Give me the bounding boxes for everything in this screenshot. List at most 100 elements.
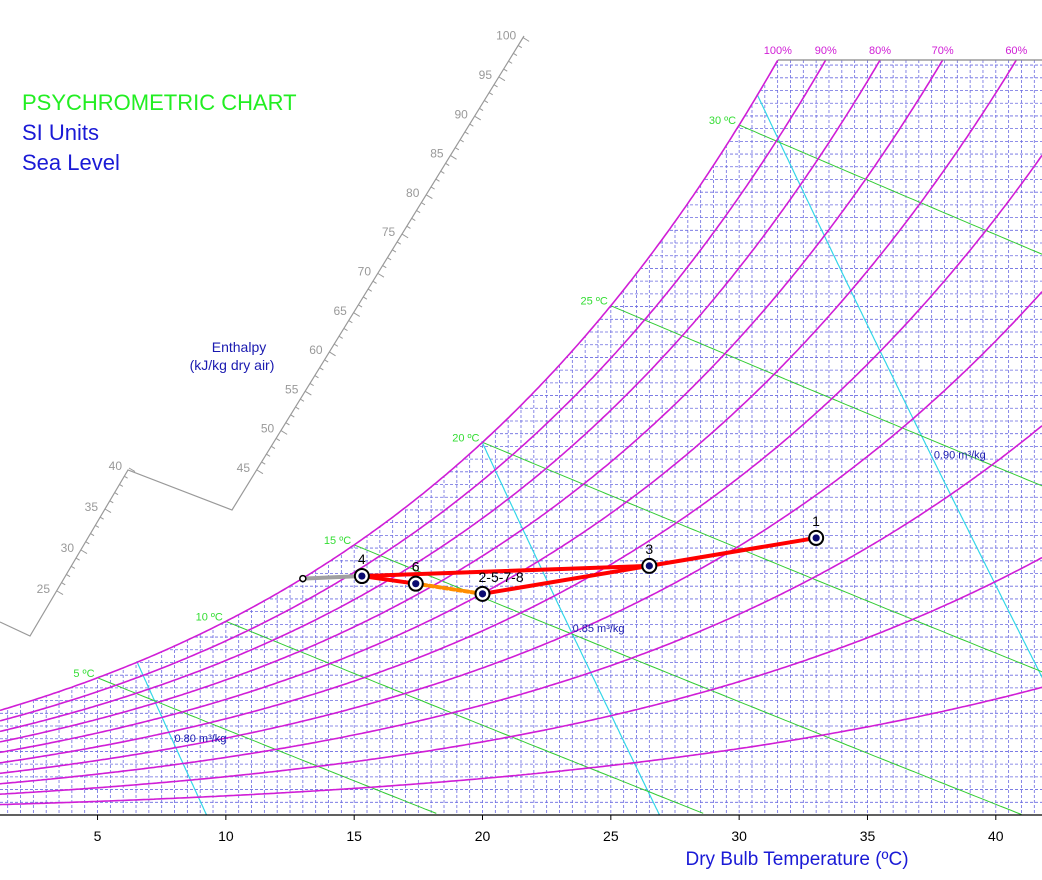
- wet-bulb-label: 15 ºC: [324, 535, 351, 547]
- enthalpy-minor-tick: [382, 265, 387, 269]
- rh-label: 60%: [1005, 45, 1027, 57]
- enthalpy-tick-label: 25: [37, 582, 51, 596]
- wet-bulb-line: [739, 124, 1042, 255]
- enthalpy-minor-tick: [406, 225, 411, 229]
- enthalpy-minor-tick: [348, 320, 353, 324]
- state-point-label: 1: [812, 513, 820, 529]
- state-point-center: [478, 590, 487, 598]
- enthalpy-minor-tick: [392, 249, 397, 253]
- enthalpy-tick: [353, 312, 361, 317]
- enthalpy-minor-tick: [464, 131, 469, 135]
- enthalpy-minor-tick: [411, 218, 416, 222]
- rh-curve: [0, 60, 881, 733]
- x-tick-label: 35: [860, 828, 876, 844]
- enthalpy-tick: [104, 508, 112, 513]
- rh-curve: [0, 154, 1042, 764]
- enthalpy-minor-tick: [95, 524, 100, 528]
- property-lines: [0, 60, 1042, 815]
- state-point: [299, 574, 307, 583]
- chart-title: PSYCHROMETRIC CHART: [22, 90, 297, 115]
- enthalpy-minor-tick: [358, 304, 363, 308]
- enthalpy-tick: [56, 590, 64, 595]
- enthalpy-scale: 25 30 35 40 45 50 55 60 65 70 75 80 85 90 95 100: [37, 29, 530, 596]
- wet-bulb-line: [482, 441, 1042, 673]
- wet-bulb-line: [610, 305, 1042, 487]
- enthalpy-tick-label: 85: [430, 147, 444, 161]
- process-line: [413, 581, 485, 596]
- enthalpy-minor-tick: [334, 343, 339, 347]
- enthalpy-minor-tick: [271, 445, 276, 449]
- enthalpy-tick-label: 30: [61, 541, 75, 555]
- x-axis-label: Dry Bulb Temperature (ºC): [685, 849, 908, 870]
- rh-curve: [0, 60, 779, 712]
- enthalpy-minor-tick: [421, 202, 426, 206]
- enthalpy-minor-tick: [343, 328, 348, 332]
- enthalpy-tick-label: 45: [237, 461, 251, 475]
- enthalpy-ruler: [0, 35, 525, 637]
- state-point-label: 2-5-7-8: [479, 569, 524, 585]
- enthalpy-minor-tick: [290, 414, 295, 418]
- rh-label: 70%: [932, 45, 954, 57]
- state-point-label: 6: [412, 559, 420, 575]
- enthalpy-minor-tick: [295, 406, 300, 410]
- enthalpy-tick-label: 65: [333, 304, 347, 318]
- specific-volume-label: 0.90 m³/kg: [934, 450, 986, 462]
- x-tick-label: 15: [346, 828, 362, 844]
- process-line: [300, 574, 364, 581]
- x-tick-label: 25: [603, 828, 619, 844]
- enthalpy-minor-tick: [372, 280, 377, 284]
- process-line: [647, 535, 819, 568]
- enthalpy-minor-tick: [493, 84, 498, 88]
- rh-curve: [0, 686, 1042, 806]
- enthalpy-tick-label: 40: [109, 459, 123, 473]
- enthalpy-tick-label: 90: [454, 107, 468, 121]
- enthalpy-tick-label: 80: [406, 186, 420, 200]
- enthalpy-minor-tick: [469, 123, 474, 127]
- enthalpy-tick-label: 35: [85, 500, 99, 514]
- enthalpy-tick-label: 55: [285, 382, 299, 396]
- specific-volume-line: [136, 660, 208, 815]
- enthalpy-tick: [401, 233, 409, 239]
- state-point-center: [645, 562, 653, 570]
- enthalpy-minor-tick: [300, 398, 305, 402]
- enthalpy-minor-tick: [99, 516, 104, 520]
- enthalpy-tick: [280, 430, 288, 435]
- rh-label: 80%: [869, 45, 891, 57]
- enthalpy-minor-tick: [503, 68, 508, 72]
- x-tick-label: 10: [218, 828, 234, 844]
- enthalpy-minor-tick: [440, 170, 445, 174]
- rh-curve: [0, 291, 1042, 775]
- enthalpy-minor-tick: [416, 210, 421, 214]
- x-tick-label: 5: [94, 828, 102, 844]
- enthalpy-minor-tick: [71, 565, 76, 569]
- enthalpy-tick: [474, 115, 482, 121]
- enthalpy-minor-tick: [460, 139, 464, 143]
- enthalpy-minor-tick: [61, 582, 66, 586]
- enthalpy-tick: [256, 469, 264, 475]
- enthalpy-minor-tick: [309, 383, 314, 387]
- enthalpy-tick: [80, 549, 88, 554]
- state-point-center: [358, 572, 366, 580]
- specific-volume-line: [756, 94, 1042, 679]
- wet-bulb-label: 20 ºC: [452, 432, 479, 444]
- wet-bulb-label: 10 ºC: [196, 611, 223, 623]
- x-tick-label: 30: [731, 828, 747, 844]
- enthalpy-tick-label: 95: [479, 68, 493, 82]
- enthalpy-minor-tick: [397, 241, 402, 245]
- wet-bulb-label: 25 ºC: [581, 296, 608, 308]
- process: 1 3 4 6 2-5-7-8: [299, 513, 825, 602]
- enthalpy-minor-tick: [489, 92, 493, 96]
- enthalpy-minor-tick: [66, 574, 71, 578]
- rh-curve: [0, 60, 827, 722]
- process-line: [480, 563, 652, 596]
- enthalpy-tick: [498, 76, 506, 82]
- rh-label: 100%: [764, 45, 792, 57]
- state-point-label: 4: [358, 551, 366, 567]
- enthalpy-minor-tick: [387, 257, 392, 261]
- enthalpy-minor-tick: [266, 453, 271, 457]
- specific-volume-label: 0.85 m³/kg: [573, 623, 625, 635]
- enthalpy-minor-tick: [324, 359, 329, 363]
- enthalpy-minor-tick: [319, 367, 324, 371]
